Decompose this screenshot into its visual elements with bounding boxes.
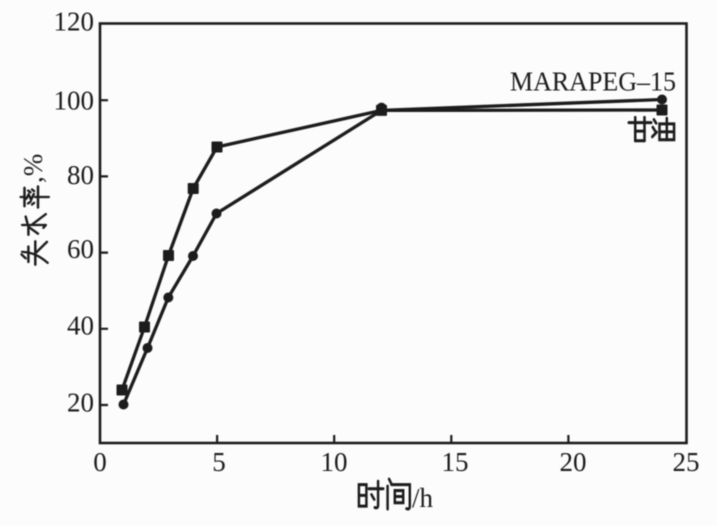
svg-text:60: 60 — [67, 234, 94, 264]
svg-text:120: 120 — [54, 6, 95, 36]
svg-text:100: 100 — [54, 86, 95, 116]
svg-text:,%: ,% — [18, 154, 48, 183]
svg-text:20: 20 — [560, 447, 587, 477]
svg-text:MARAPEG–15: MARAPEG–15 — [510, 67, 676, 97]
svg-text:15: 15 — [442, 447, 469, 477]
svg-text:/h: /h — [412, 483, 434, 513]
svg-text:10: 10 — [321, 447, 348, 477]
svg-text:80: 80 — [67, 160, 94, 190]
svg-text:5: 5 — [212, 447, 226, 477]
svg-text:25: 25 — [673, 447, 700, 477]
svg-text:0: 0 — [93, 447, 107, 477]
svg-text:40: 40 — [67, 310, 94, 340]
svg-text:20: 20 — [67, 387, 94, 417]
